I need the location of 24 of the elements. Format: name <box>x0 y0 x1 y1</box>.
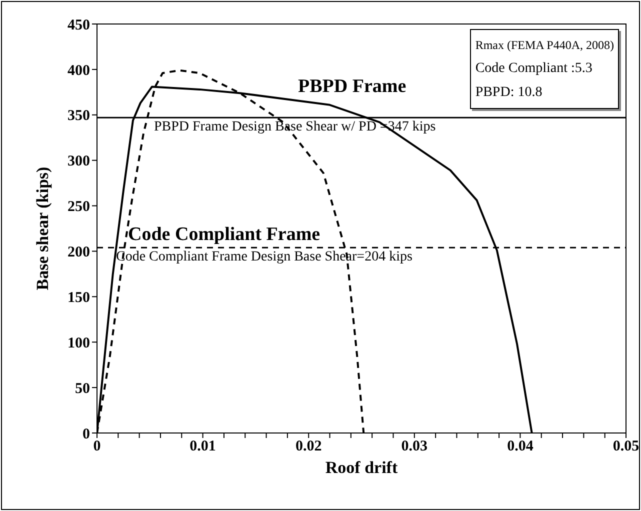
annotation: Code Compliant :5.3 <box>475 60 594 78</box>
series-label: PBPD Frame <box>298 76 406 97</box>
x-axis-title: Roof drift <box>325 458 398 477</box>
y-axis-title: Base shear (kips) <box>33 166 52 290</box>
x-tick-label: 0.03 <box>401 438 428 455</box>
y-tick-label: 300 <box>68 154 90 170</box>
x-tick-label: 0 <box>93 438 101 455</box>
y-tick-label: 50 <box>75 380 90 397</box>
annotation: Rmax (FEMA P440A, 2008) <box>475 37 614 54</box>
y-tick-label: 450 <box>68 17 90 34</box>
y-tick-label: 100 <box>68 335 90 352</box>
x-tick-label: 0.01 <box>190 438 216 455</box>
annotation: PBPD: 10.8 <box>475 84 544 102</box>
y-tick-label: 250 <box>68 199 90 216</box>
series-label: Code Compliant Frame <box>128 224 320 245</box>
y-tick-label: 350 <box>68 108 90 124</box>
x-tick-label: 0.04 <box>507 438 534 455</box>
y-tick-label: 150 <box>68 290 90 306</box>
y-tick-label: 0 <box>82 426 90 442</box>
y-tick-label: 400 <box>68 62 90 79</box>
x-tick-label: 0.05 <box>612 438 640 455</box>
ref-line-label: Code Compliant Frame Design Base Shear=204 kips <box>116 250 412 265</box>
x-tick-label: 0.02 <box>295 438 322 455</box>
y-tick-label: 200 <box>68 244 90 261</box>
